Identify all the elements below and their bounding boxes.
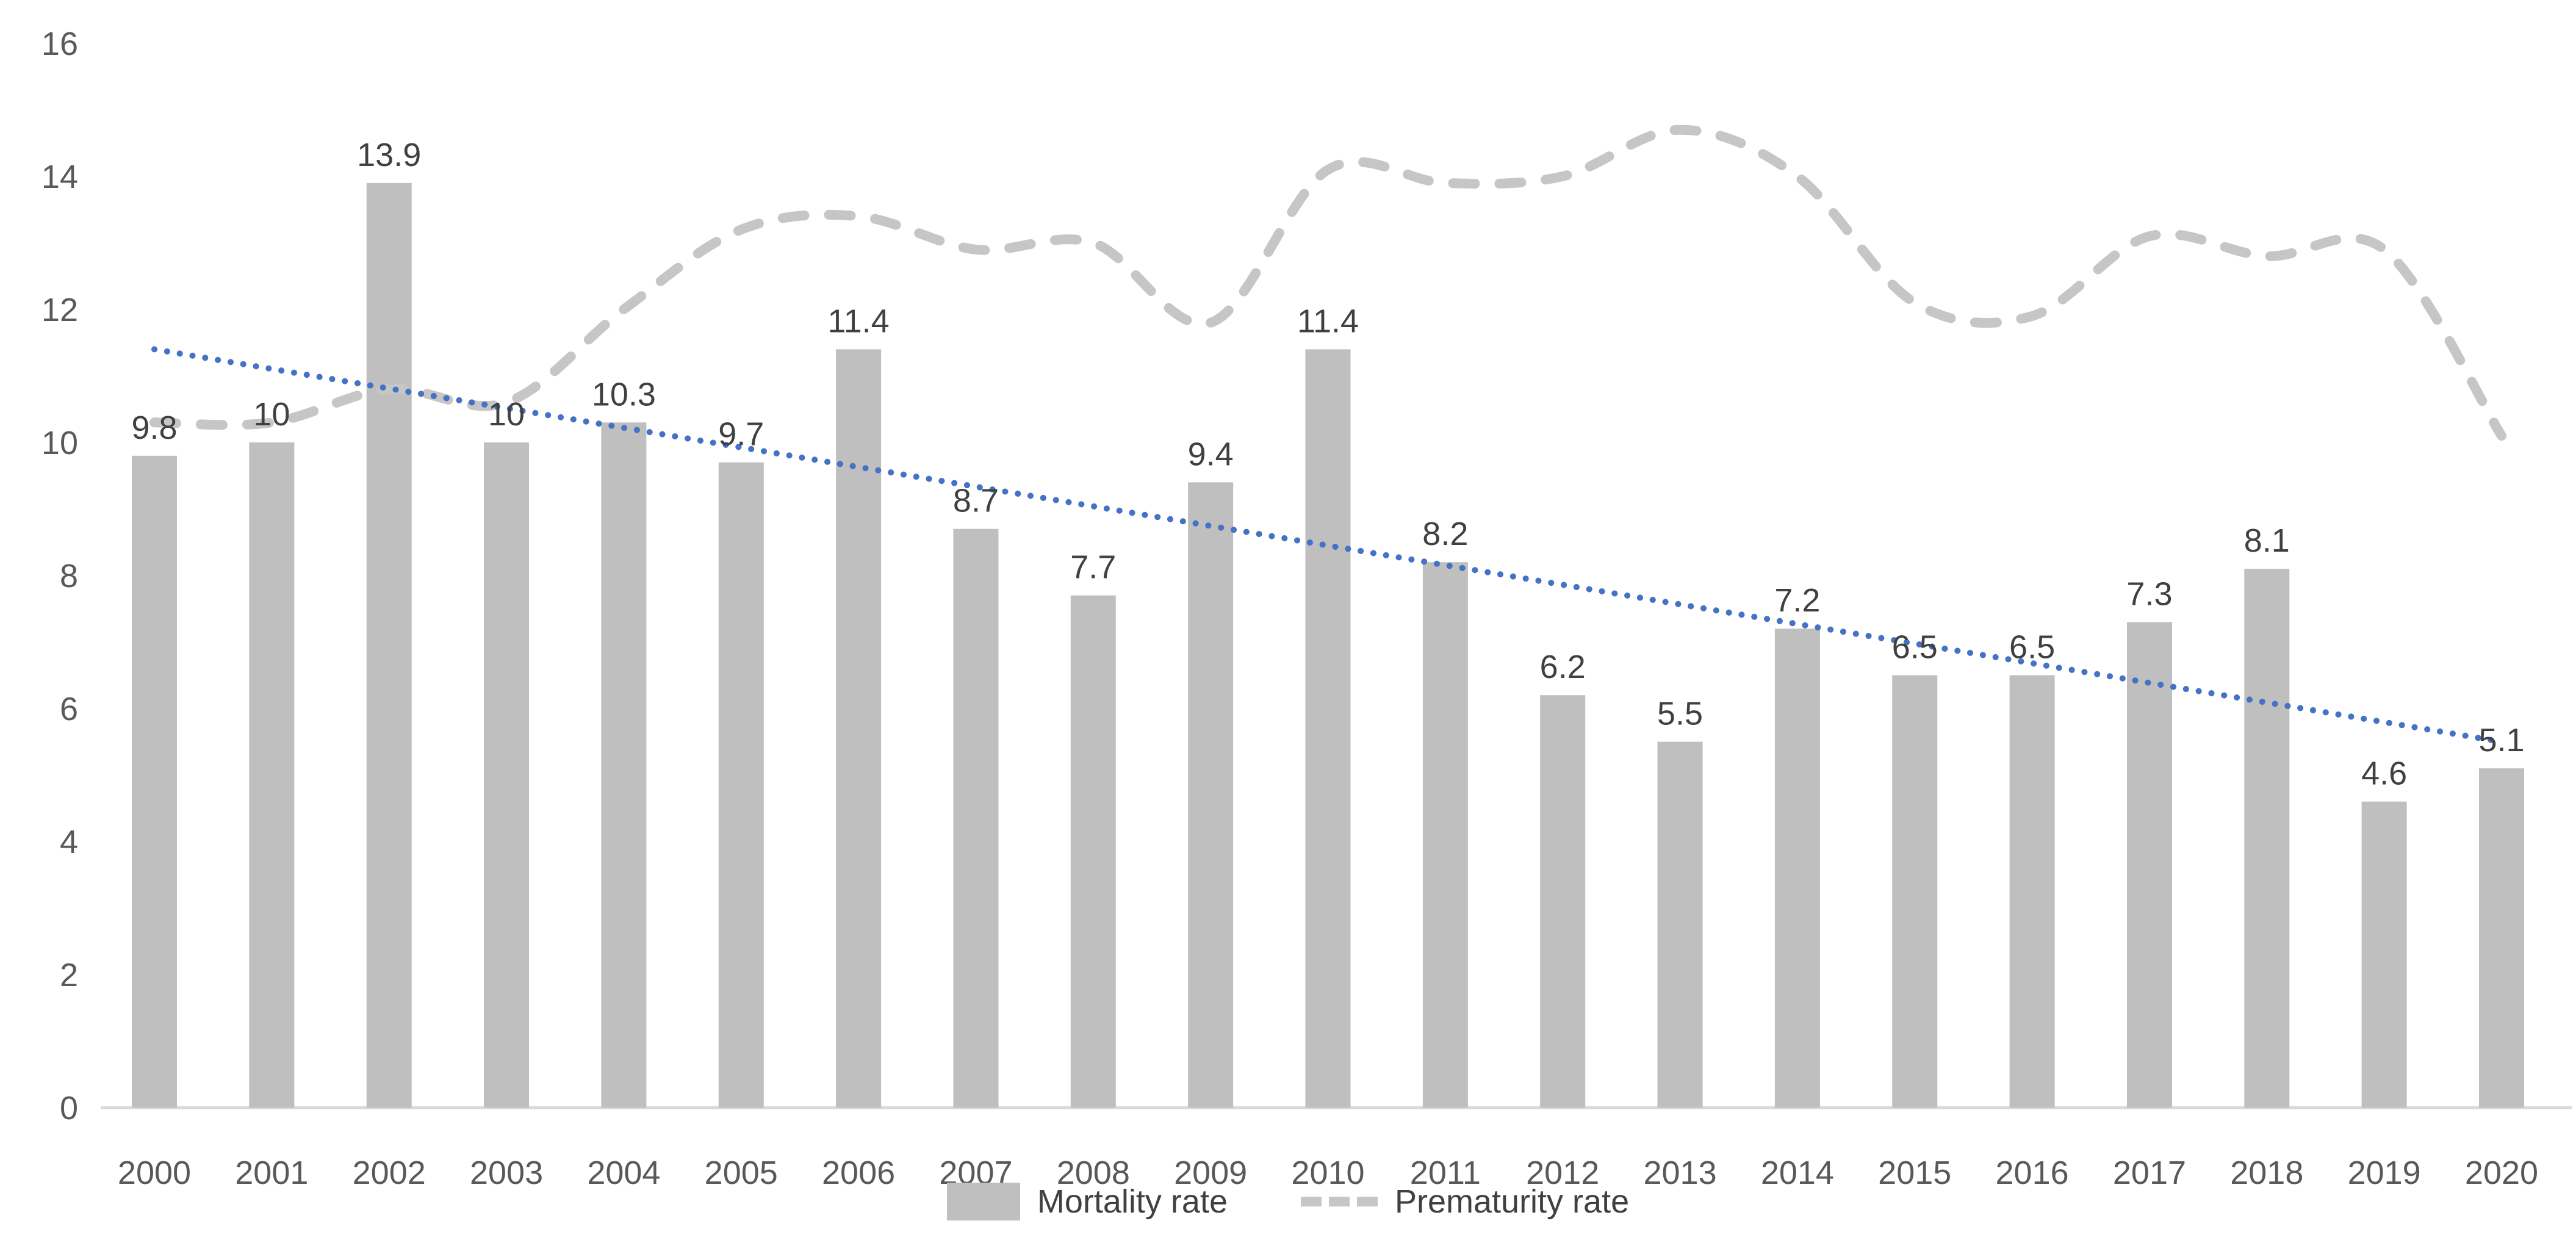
bar-value-label: 9.4 — [1188, 436, 1234, 472]
x-axis-tick-label: 2015 — [1878, 1155, 1951, 1191]
x-axis-tick-label: 2008 — [1057, 1155, 1130, 1191]
bar-value-label: 10 — [488, 396, 525, 433]
axes-layer: 0 2 4 6 8 10 12 14 16 2000 2001 2002 2003 2004 2005 200… — [41, 26, 2572, 1191]
bar-value-label: 4.6 — [2361, 755, 2407, 792]
bar-2020 — [2479, 768, 2524, 1108]
y-axis-tick-label: 2 — [60, 957, 78, 993]
x-axis-tick-label: 2020 — [2465, 1155, 2538, 1191]
bar-2015 — [1892, 675, 1938, 1108]
bar-2014 — [1774, 629, 1820, 1108]
bar-2013 — [1657, 741, 1703, 1108]
bar-value-label: 8.7 — [953, 483, 999, 519]
x-axis-tick-label: 2007 — [939, 1155, 1012, 1191]
bar-2019 — [2361, 801, 2407, 1108]
bar-2006 — [836, 349, 882, 1108]
bars-layer — [132, 182, 2524, 1108]
x-axis-tick-label: 2013 — [1643, 1155, 1716, 1191]
x-axis-tick-label: 2014 — [1761, 1155, 1834, 1191]
x-axis-tick-label: 2012 — [1526, 1155, 1599, 1191]
x-axis-tick-label: 2002 — [353, 1155, 426, 1191]
y-axis-tick-label: 12 — [41, 292, 78, 328]
y-axis-tick-label: 4 — [60, 824, 78, 860]
lines-layer — [149, 124, 2506, 745]
bar-value-label: 11.4 — [1297, 303, 1359, 339]
x-axis-tick-label: 2005 — [705, 1155, 778, 1191]
bar-2012 — [1540, 695, 1586, 1108]
bar-2016 — [2009, 675, 2055, 1108]
bar-value-label: 5.1 — [2478, 722, 2524, 759]
bar-value-label: 7.7 — [1070, 549, 1116, 586]
bar-value-label: 9.8 — [131, 409, 177, 446]
x-axis-tick-label: 2001 — [235, 1155, 308, 1191]
bar-2017 — [2126, 622, 2172, 1108]
x-axis-tick-label: 2019 — [2348, 1155, 2421, 1191]
x-axis-tick-label: 2017 — [2113, 1155, 2186, 1191]
y-axis-tick-label: 16 — [41, 26, 78, 62]
bar-value-label: 6.2 — [1540, 649, 1586, 685]
bar-value-label: 9.7 — [718, 416, 764, 453]
x-axis-tick-label: 2004 — [587, 1155, 660, 1191]
bar-2010 — [1305, 349, 1351, 1108]
bar-2004 — [601, 422, 647, 1108]
data-labels-layer: 9.8 10 13.9 10 10.3 9.7 11.4 8.7 7.7 9.4 11.4 8.2 6.… — [131, 137, 2524, 792]
bar-2018 — [2244, 569, 2290, 1108]
bar-value-label: 7.2 — [1774, 582, 1820, 619]
bar-2000 — [132, 455, 177, 1108]
x-axis-tick-label: 2003 — [470, 1155, 543, 1191]
bar-value-label: 6.5 — [1892, 629, 1938, 666]
bar-value-label: 10.3 — [592, 376, 656, 413]
bar-2007 — [953, 528, 999, 1108]
x-axis-tick-label: 2010 — [1291, 1155, 1364, 1191]
x-axis-tick-label: 2018 — [2230, 1155, 2303, 1191]
bar-value-label: 5.5 — [1657, 696, 1703, 732]
x-axis-tick-label: 2009 — [1174, 1155, 1247, 1191]
y-axis-tick-label: 6 — [60, 691, 78, 727]
bar-value-label: 11.4 — [828, 303, 890, 339]
y-axis-tick-label: 14 — [41, 159, 78, 195]
bar-value-label: 8.2 — [1422, 516, 1468, 552]
y-axis-tick-label: 0 — [60, 1090, 78, 1127]
bar-2009 — [1188, 482, 1234, 1108]
bar-2001 — [249, 442, 295, 1108]
mortality-trendline — [151, 346, 2505, 745]
bar-2011 — [1422, 562, 1468, 1108]
x-axis-tick-label: 2006 — [822, 1155, 895, 1191]
bar-value-label: 8.1 — [2244, 522, 2290, 559]
bar-value-label: 7.3 — [2126, 575, 2172, 612]
bar-value-label: 6.5 — [2009, 629, 2055, 666]
bar-value-label: 13.9 — [357, 137, 421, 173]
y-axis-tick-label: 8 — [60, 558, 78, 594]
x-axis-tick-label: 2016 — [1996, 1155, 2069, 1191]
bar-value-label: 10 — [253, 396, 290, 433]
prematurity-rate-line — [149, 124, 2506, 441]
x-axis-tick-label: 2000 — [118, 1155, 191, 1191]
bar-2008 — [1070, 595, 1116, 1108]
bar-2002 — [366, 182, 412, 1108]
x-axis-tick-label: 2011 — [1410, 1155, 1481, 1191]
bar-2003 — [484, 442, 530, 1108]
bar-2005 — [718, 462, 764, 1108]
y-axis-tick-label: 10 — [41, 425, 78, 461]
